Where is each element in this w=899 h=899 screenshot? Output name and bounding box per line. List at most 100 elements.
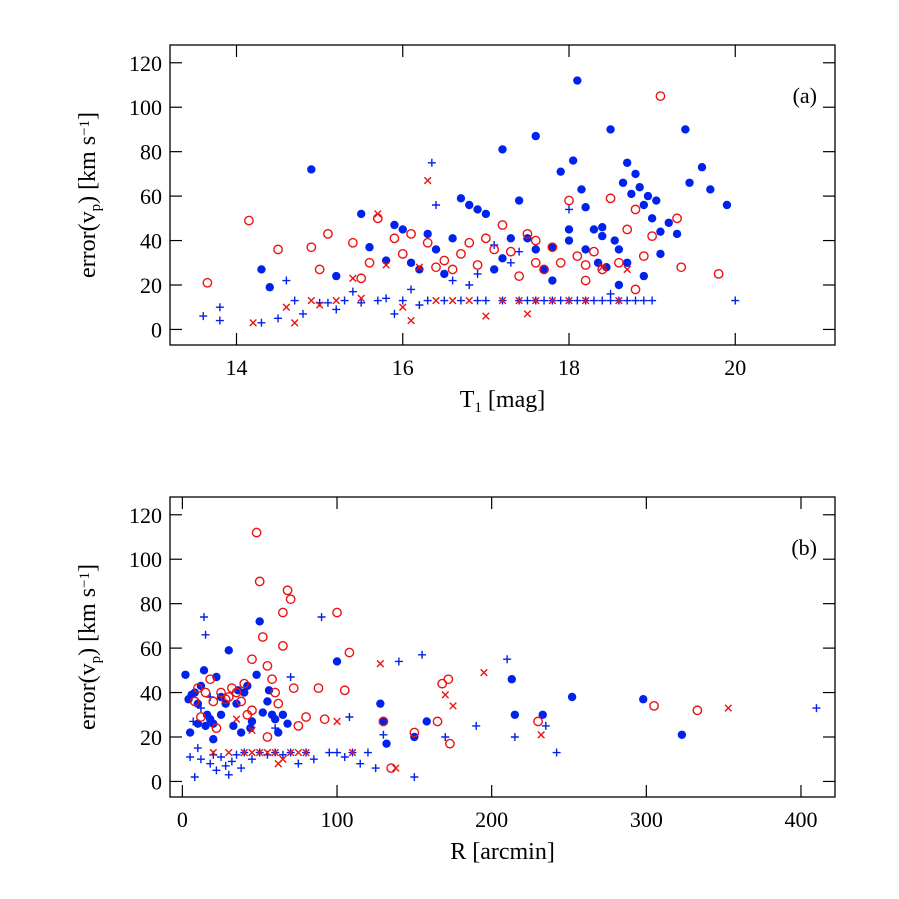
point: [257, 265, 266, 274]
point: [580, 260, 591, 270]
point: [618, 178, 628, 187]
point: [568, 156, 578, 165]
point: [315, 301, 324, 309]
point: [271, 748, 279, 757]
plot-frame: [169, 496, 836, 798]
point: [314, 264, 325, 275]
point: [581, 203, 590, 212]
point: [199, 312, 208, 321]
point: [317, 613, 326, 621]
point: [190, 773, 199, 781]
point: [237, 764, 246, 773]
point: [390, 309, 399, 318]
point: [332, 271, 341, 281]
point: [282, 585, 293, 596]
x-axis-label-part: [mag]: [482, 387, 545, 413]
point: [706, 185, 715, 194]
point: [498, 296, 507, 305]
point: [555, 257, 566, 268]
point: [465, 296, 474, 305]
point: [372, 213, 383, 224]
point: [497, 220, 508, 230]
point: [552, 748, 561, 757]
point: [376, 699, 385, 708]
point: [547, 242, 558, 253]
point: [523, 296, 532, 305]
point: [622, 158, 632, 167]
point: [376, 659, 385, 668]
point: [713, 268, 724, 279]
point: [439, 255, 450, 266]
point: [406, 258, 416, 267]
point: [597, 264, 608, 275]
point: [232, 699, 241, 708]
point: [647, 231, 658, 242]
point: [498, 145, 507, 154]
point: [201, 630, 210, 639]
point: [255, 748, 264, 757]
point: [639, 200, 649, 210]
y-tick-label: 20: [140, 273, 162, 298]
point: [589, 225, 599, 234]
point: [685, 178, 694, 187]
point: [480, 668, 488, 677]
point: [473, 205, 482, 214]
point: [441, 690, 450, 699]
point: [288, 683, 299, 694]
point: [398, 225, 407, 234]
point: [389, 233, 400, 244]
point: [216, 710, 226, 719]
point: [498, 254, 507, 263]
point: [274, 314, 283, 323]
point: [244, 215, 254, 226]
point: [692, 705, 703, 716]
point: [415, 263, 424, 272]
point: [515, 247, 524, 256]
y-tick-label: 120: [129, 503, 162, 528]
point: [613, 257, 624, 268]
point: [186, 753, 195, 761]
point: [432, 201, 440, 209]
x-tick-label: 20: [724, 355, 746, 380]
point: [348, 748, 357, 757]
point: [299, 309, 307, 318]
x-axis-label: R [arcmin]: [450, 839, 555, 865]
point: [257, 632, 268, 642]
point: [347, 237, 358, 248]
point: [209, 719, 218, 728]
point: [530, 235, 541, 246]
point: [209, 748, 218, 757]
point: [677, 730, 687, 739]
point: [681, 125, 690, 134]
point: [271, 724, 280, 733]
point: [236, 696, 247, 707]
point: [391, 764, 400, 772]
point: [247, 654, 257, 665]
point: [631, 296, 640, 305]
point: [464, 237, 475, 248]
x-axis-label-part: R [arcmin]: [450, 839, 555, 865]
point: [503, 655, 512, 664]
x-axis-label-part: 1: [474, 400, 482, 416]
point: [481, 296, 490, 305]
y-axis-label-part: p: [88, 656, 104, 664]
point: [639, 296, 648, 305]
point: [224, 748, 233, 757]
y-tick-label: 40: [140, 681, 162, 706]
x-tick-label: 100: [321, 807, 354, 832]
point: [472, 721, 481, 730]
point: [567, 692, 577, 702]
point: [185, 728, 195, 737]
point: [205, 674, 216, 685]
point: [357, 294, 365, 303]
point: [247, 705, 257, 716]
point: [622, 224, 633, 235]
point: [410, 773, 419, 781]
point: [283, 719, 292, 728]
point: [196, 712, 206, 722]
point: [382, 261, 390, 269]
point: [332, 657, 342, 666]
point: [415, 301, 424, 309]
point: [514, 196, 524, 205]
x-tick-label: 16: [392, 355, 414, 380]
